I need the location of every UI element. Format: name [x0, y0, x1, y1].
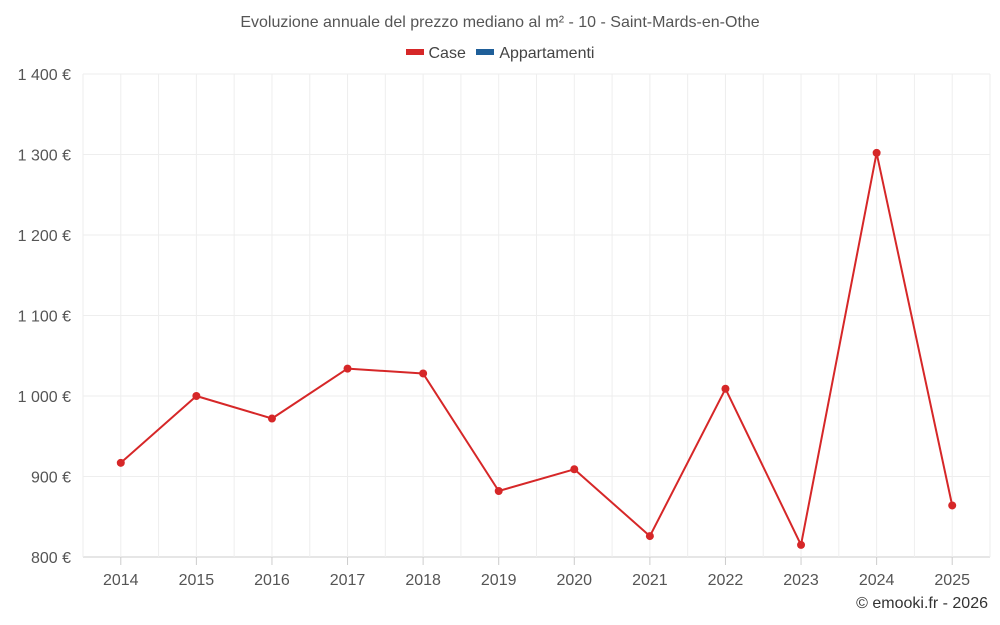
y-tick-label: 1 100 €	[18, 309, 71, 326]
y-tick-label: 1 200 €	[18, 228, 71, 245]
x-tick-label: 2017	[330, 572, 366, 589]
data-point[interactable]	[570, 465, 579, 474]
x-tick-label: 2018	[405, 572, 441, 589]
series-layer	[116, 148, 957, 549]
x-tick-label: 2020	[556, 572, 592, 589]
x-tick-label: 2014	[103, 572, 139, 589]
data-point[interactable]	[948, 501, 957, 510]
x-tick-label: 2023	[783, 572, 819, 589]
y-tick-label: 800 €	[31, 550, 71, 567]
data-point[interactable]	[116, 458, 125, 467]
legend-item-appartamenti[interactable]: Appartamenti	[476, 45, 594, 63]
legend-label-appartamenti: Appartamenti	[499, 45, 595, 62]
x-tick-label: 2015	[179, 572, 215, 589]
footer-credit: © emooki.fr - 2026	[856, 595, 988, 612]
data-point[interactable]	[872, 148, 881, 157]
y-tick-label: 1 000 €	[18, 389, 71, 406]
axis-layer: 800 € 900 € 1 000 € 1 100 € 1 200 € 1 300 € 1 …	[18, 67, 970, 589]
legend-swatch-appartamenti	[476, 48, 495, 55]
data-point[interactable]	[797, 540, 806, 549]
data-point[interactable]	[645, 532, 654, 541]
legend-label-case: Case	[428, 45, 466, 62]
legend-swatch-case	[405, 48, 424, 55]
chart-legend: Case Appartamenti	[0, 45, 1000, 63]
data-point[interactable]	[419, 369, 428, 378]
x-tick-label: 2024	[859, 572, 895, 589]
data-point[interactable]	[267, 414, 276, 423]
data-point[interactable]	[343, 364, 352, 373]
data-point[interactable]	[721, 384, 730, 393]
x-tick-label: 2025	[934, 572, 970, 589]
y-tick-label: 900 €	[31, 470, 71, 487]
x-tick-label: 2019	[481, 572, 517, 589]
data-point[interactable]	[494, 486, 503, 495]
legend-item-case[interactable]: Case	[405, 45, 466, 63]
chart-title: Evoluzione annuale del prezzo mediano al…	[240, 14, 760, 31]
y-tick-label: 1 400 €	[18, 67, 71, 84]
grid-layer	[82, 73, 991, 558]
y-tick-label: 1 300 €	[18, 148, 71, 165]
x-tick-label: 2022	[708, 572, 744, 589]
x-tick-label: 2016	[254, 572, 290, 589]
data-point[interactable]	[192, 392, 201, 400]
series-line-case	[120, 151, 954, 546]
x-tick-label: 2021	[632, 572, 668, 589]
